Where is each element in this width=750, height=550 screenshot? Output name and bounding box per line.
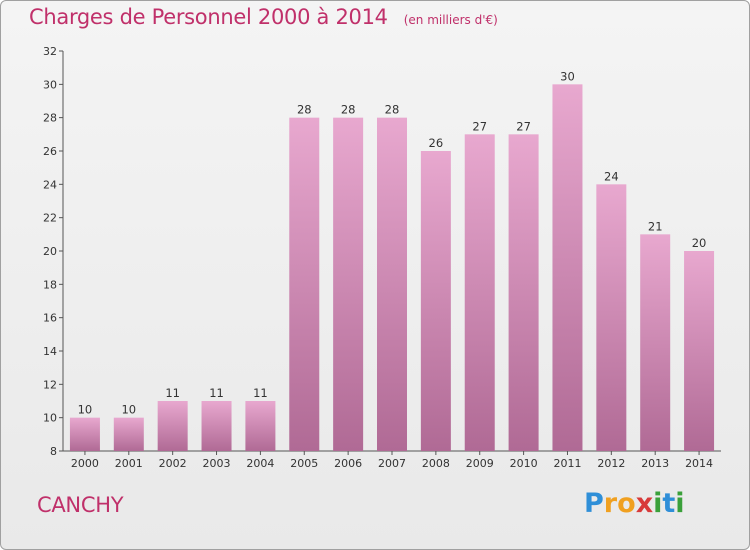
bar-value-label: 27 <box>516 119 531 133</box>
bar <box>596 184 627 452</box>
y-tick-label: 20 <box>43 245 57 258</box>
title-row: Charges de Personnel 2000 à 2014 (en mil… <box>29 5 498 29</box>
bar <box>289 117 320 452</box>
bar <box>420 151 451 451</box>
bar <box>377 117 407 452</box>
bar-value-label: 10 <box>121 403 136 417</box>
bar-value-label: 20 <box>692 236 707 250</box>
bar <box>157 401 188 451</box>
logo-letter: i <box>653 488 663 519</box>
bar-value-label: 11 <box>165 386 180 400</box>
bar <box>113 417 144 451</box>
x-tick-label: 2011 <box>553 457 581 470</box>
x-tick-label: 2009 <box>466 457 494 470</box>
proxiti-logo: Proxiti <box>584 488 685 519</box>
y-tick-label: 8 <box>50 445 57 458</box>
bar <box>69 417 100 451</box>
x-tick-label: 2010 <box>510 457 538 470</box>
bar-value-label: 24 <box>604 169 619 183</box>
bar-value-label: 27 <box>472 119 487 133</box>
logo-letter: r <box>603 488 618 519</box>
bar-value-label: 28 <box>385 103 400 117</box>
bar <box>640 234 671 451</box>
bar-value-label: 10 <box>78 403 93 417</box>
y-tick-label: 26 <box>43 145 57 158</box>
x-tick-label: 2008 <box>422 457 450 470</box>
chart-subtitle: (en milliers d'€) <box>403 13 498 27</box>
y-tick-label: 14 <box>43 345 57 358</box>
bar-value-label: 28 <box>341 103 356 117</box>
y-tick-label: 12 <box>43 378 57 391</box>
commune-name: CANCHY <box>37 493 124 517</box>
logo-letter: t <box>662 488 676 519</box>
bar <box>464 134 495 452</box>
bar-value-label: 11 <box>253 386 268 400</box>
logo-letter: P <box>584 488 604 519</box>
x-tick-label: 2001 <box>115 457 143 470</box>
x-tick-label: 2013 <box>641 457 669 470</box>
y-tick-label: 18 <box>43 278 57 291</box>
bar-value-label: 28 <box>297 103 312 117</box>
bar-value-label: 30 <box>560 69 575 83</box>
x-tick-label: 2000 <box>71 457 99 470</box>
logo-letter: x <box>635 488 654 519</box>
x-tick-label: 2006 <box>334 457 362 470</box>
bar <box>333 117 364 452</box>
bar-value-label: 26 <box>429 136 444 150</box>
x-tick-label: 2007 <box>378 457 406 470</box>
y-tick-label: 28 <box>43 112 57 125</box>
x-tick-label: 2004 <box>246 457 274 470</box>
bar-value-label: 11 <box>209 386 224 400</box>
y-tick-label: 24 <box>43 178 57 191</box>
x-tick-label: 2012 <box>597 457 625 470</box>
axes: 8 10 12 14 16 18 20 22 24 26 28 30 32 2000 2001 2002 200… <box>43 45 721 470</box>
y-tick-label: 22 <box>43 212 57 225</box>
y-tick-label: 10 <box>43 412 57 425</box>
x-tick-label: 2002 <box>159 457 187 470</box>
value-labels: 10 10 11 11 11 28 28 28 26 27 27 30 24 21 20 <box>78 69 707 416</box>
logo-letter: i <box>675 488 685 519</box>
bar <box>508 134 539 452</box>
bar <box>245 401 276 451</box>
x-tick-label: 2003 <box>203 457 231 470</box>
chart-title: Charges de Personnel 2000 à 2014 <box>29 5 388 29</box>
bar <box>552 84 583 451</box>
y-tick-label: 30 <box>43 78 57 91</box>
logo-letter: o <box>617 488 636 519</box>
bars <box>69 84 715 452</box>
y-tick-label: 16 <box>43 312 57 325</box>
bar-value-label: 21 <box>648 219 663 233</box>
y-tick-label: 32 <box>43 45 57 58</box>
x-tick-label: 2014 <box>685 457 713 470</box>
bar <box>201 401 232 451</box>
x-tick-label: 2005 <box>290 457 318 470</box>
bar <box>684 251 715 451</box>
